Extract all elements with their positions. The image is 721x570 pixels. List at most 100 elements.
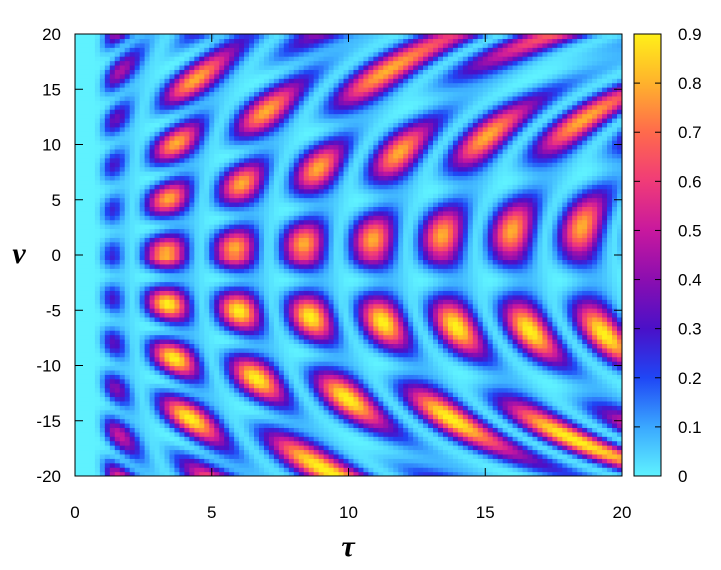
heatmap-cell xyxy=(184,263,190,269)
heatmap-cell xyxy=(234,387,240,393)
heatmap-cell xyxy=(84,184,91,190)
heatmap-cell xyxy=(239,117,245,123)
heatmap-cell xyxy=(229,255,235,261)
heatmap-cell xyxy=(124,166,131,172)
heatmap-cell xyxy=(239,334,245,340)
heatmap-cell xyxy=(109,422,116,428)
heatmap-cell xyxy=(298,272,305,278)
heatmap-cell xyxy=(273,42,280,48)
heatmap-cell xyxy=(139,400,146,406)
heatmap-cell xyxy=(224,387,230,393)
heatmap-cell xyxy=(109,157,116,163)
heatmap-cell xyxy=(258,285,265,291)
heatmap-cell xyxy=(194,42,200,48)
heatmap-cell xyxy=(254,263,260,269)
heatmap-cell xyxy=(254,246,260,252)
heatmap-cell xyxy=(204,290,210,296)
heatmap-cell xyxy=(204,144,210,150)
heatmap-cell xyxy=(229,458,235,464)
heatmap-cell xyxy=(313,378,320,384)
heatmap-cell xyxy=(174,343,181,349)
heatmap-cell xyxy=(179,255,185,261)
heatmap-cell xyxy=(104,378,111,384)
heatmap-cell xyxy=(268,462,275,468)
heatmap-cell xyxy=(229,445,235,451)
heatmap-cell xyxy=(204,122,210,128)
heatmap-cell xyxy=(214,369,220,375)
heatmap-cell xyxy=(124,188,131,194)
heatmap-cell xyxy=(194,206,200,212)
heatmap-cell xyxy=(194,471,200,476)
heatmap-cell xyxy=(258,440,265,446)
heatmap-cell xyxy=(273,365,280,371)
heatmap-cell xyxy=(254,104,260,110)
heatmap-cell xyxy=(154,78,161,84)
heatmap-cell xyxy=(219,338,225,344)
heatmap-cell xyxy=(249,100,255,106)
heatmap-cell xyxy=(303,64,310,70)
heatmap-cell xyxy=(273,272,280,278)
heatmap-cell xyxy=(283,126,290,132)
heatmap-cell xyxy=(174,312,181,318)
heatmap-cell xyxy=(99,34,106,40)
heatmap-cell xyxy=(169,184,176,190)
heatmap-cell xyxy=(169,188,176,194)
heatmap-cell xyxy=(134,471,141,476)
heatmap-cell xyxy=(239,188,245,194)
heatmap-cell xyxy=(119,396,126,402)
heatmap-cell xyxy=(283,365,290,371)
heatmap-cell xyxy=(278,255,285,261)
heatmap-cell xyxy=(124,131,131,137)
heatmap-cell xyxy=(79,268,86,274)
heatmap-cell xyxy=(234,175,240,181)
heatmap-cell xyxy=(229,312,235,318)
heatmap-cell xyxy=(234,263,240,269)
heatmap-cell xyxy=(184,166,190,172)
heatmap-cell xyxy=(179,188,185,194)
heatmap-cell xyxy=(204,113,210,119)
heatmap-cell xyxy=(184,206,190,212)
heatmap-cell xyxy=(159,431,166,437)
heatmap-cell xyxy=(224,383,230,389)
heatmap-cell xyxy=(239,175,245,181)
heatmap-cell xyxy=(278,427,285,433)
heatmap-cell xyxy=(244,316,250,322)
heatmap-cell xyxy=(99,153,106,159)
heatmap-cell xyxy=(169,299,176,305)
heatmap-cell xyxy=(254,285,260,291)
heatmap-cell xyxy=(298,148,305,154)
heatmap-cell xyxy=(298,369,305,375)
heatmap-cell xyxy=(164,272,171,278)
heatmap-cell xyxy=(298,365,305,371)
heatmap-cell xyxy=(224,308,230,314)
heatmap-cell xyxy=(254,308,260,314)
heatmap-cell xyxy=(94,56,101,62)
heatmap-cell xyxy=(308,148,315,154)
heatmap-cell xyxy=(84,135,91,141)
heatmap-cell xyxy=(204,414,210,420)
heatmap-cell xyxy=(89,148,96,154)
heatmap-cell xyxy=(134,42,141,48)
heatmap-cell xyxy=(179,60,185,66)
heatmap-cell xyxy=(159,392,166,398)
heatmap-cell xyxy=(119,290,126,296)
heatmap-cell xyxy=(249,405,255,411)
heatmap-cell xyxy=(204,228,210,234)
heatmap-cell xyxy=(134,325,141,331)
heatmap-cell xyxy=(184,193,190,199)
heatmap-cell xyxy=(144,113,151,119)
heatmap-cell xyxy=(273,87,280,93)
heatmap-cell xyxy=(298,78,305,84)
heatmap-cell xyxy=(79,42,86,48)
heatmap-cell xyxy=(249,458,255,464)
heatmap-cell xyxy=(204,100,210,106)
heatmap-cell xyxy=(189,383,195,389)
heatmap-cell xyxy=(318,179,325,185)
heatmap-cell xyxy=(129,427,136,433)
heatmap-cell xyxy=(99,210,106,216)
heatmap-cell xyxy=(84,268,91,274)
heatmap-cell xyxy=(99,175,106,181)
heatmap-cell xyxy=(129,400,136,406)
heatmap-cell xyxy=(273,228,280,234)
heatmap-cell xyxy=(293,471,300,476)
